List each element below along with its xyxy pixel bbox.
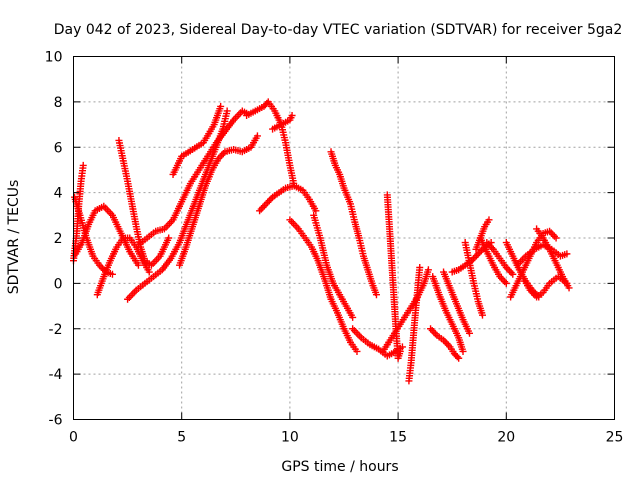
data-point [398,343,406,351]
data-point [509,270,517,278]
data-point [473,252,481,260]
x-tick-label: 20 [497,430,515,446]
data-point [108,270,116,278]
y-tick-label: 4 [54,186,63,202]
x-tick-label: 10 [281,430,299,446]
data-point [504,265,512,273]
data-point [459,347,467,355]
y-tick-label: -2 [49,322,63,338]
data-point [396,347,404,355]
data-point [430,328,438,336]
data-point [466,329,474,337]
y-tick-label: -6 [49,413,63,429]
grid-lines [73,56,615,420]
x-tick-label: 15 [389,430,407,446]
y-tick-label: 2 [54,231,63,247]
y-tick-label: -4 [49,367,63,383]
x-tick-label: 25 [606,430,624,446]
data-point [471,253,479,261]
y-tick-label: 10 [45,50,63,66]
x-tick-label: 5 [177,430,186,446]
data-point [260,202,268,210]
data-point [223,107,231,115]
data-point [263,99,271,107]
data-point [79,161,87,169]
data-point [312,207,320,215]
data-point [264,198,272,206]
data-point [416,263,424,271]
data-points [70,98,573,385]
data-point [428,326,436,334]
data-point [288,111,296,119]
y-tick-label: 0 [54,276,63,292]
data-point [485,216,493,224]
data-point [165,234,173,242]
axis-ticks: 0 5 10 15 20 25 -6 -4 -2 0 2 4 6 8 10 [45,50,624,446]
x-axis-label: GPS time / hours [281,459,398,475]
data-point [372,291,380,299]
data-point [547,229,555,237]
data-point [218,151,226,159]
data-point [478,311,486,319]
data-point [267,195,275,203]
data-point [563,250,571,258]
data-point [257,205,265,213]
y-axis-label: SDTVAR / TECUs [6,180,22,295]
data-point [453,353,461,361]
data-point [427,325,435,333]
data-point [262,200,270,208]
data-point [217,102,225,110]
data-point [499,276,507,284]
data-point [145,268,153,276]
data-point [424,266,432,274]
data-point [431,330,439,338]
x-tick-label: 0 [69,430,78,446]
data-point [550,232,558,240]
plot-frame [73,56,615,420]
data-point [353,347,361,355]
data-point [253,132,261,140]
data-point [443,339,451,347]
data-point [506,267,514,275]
data-point [565,284,573,292]
data-point [563,279,571,287]
data-point [502,279,510,287]
data-point [259,203,267,211]
y-tick-label: 8 [54,95,63,111]
y-tick-label: 6 [54,140,63,156]
data-point [256,207,264,215]
data-point [441,338,449,346]
data-point [552,234,560,242]
data-point [134,261,142,269]
data-point [455,354,463,362]
chart-title: Day 042 of 2023, Sidereal Day-to-day VTE… [54,22,623,38]
data-point [265,197,273,205]
data-point [507,269,515,277]
data-point [349,313,357,321]
data-point [469,255,477,263]
data-point [501,278,509,286]
